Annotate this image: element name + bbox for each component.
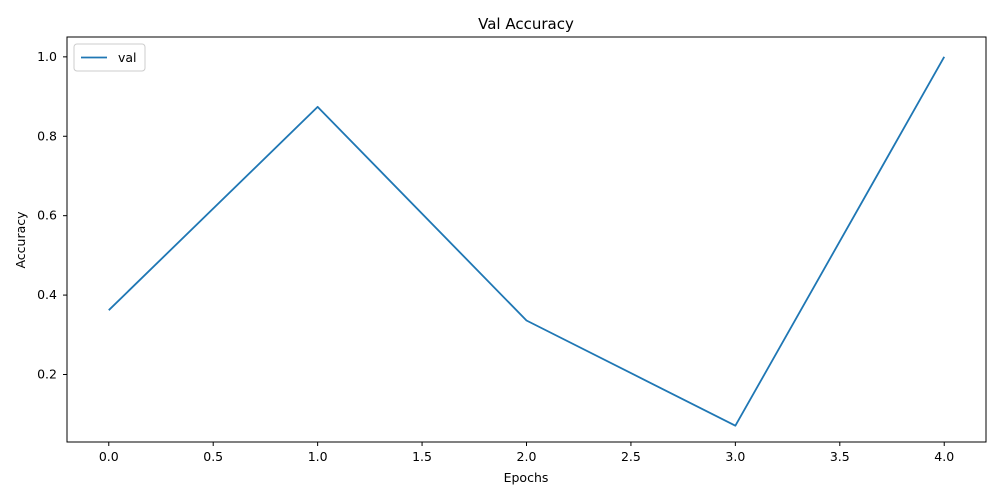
y-axis-title: Accuracy — [13, 211, 28, 269]
y-tick-label: 1.0 — [37, 49, 57, 64]
x-tick-label: 2.5 — [621, 449, 641, 464]
x-tick-label: 3.0 — [725, 449, 745, 464]
y-tick-label: 0.6 — [37, 208, 57, 223]
x-axis-title: Epochs — [504, 470, 549, 485]
y-tick-label: 0.2 — [37, 367, 57, 382]
series-line-val — [108, 56, 946, 427]
y-tick-label: 0.8 — [37, 128, 57, 143]
chart-title: Val Accuracy — [478, 15, 574, 33]
x-tick-label: 0.0 — [99, 449, 119, 464]
y-tick-label: 0.4 — [37, 287, 57, 302]
plot-area-frame — [66, 36, 987, 443]
legend: val — [73, 43, 146, 72]
x-axis-ticks: 0.0 0.5 1.0 1.5 2.0 2.5 3.0 3.5 4.0 — [99, 442, 954, 464]
legend-box — [73, 43, 146, 72]
x-tick-label: 1.0 — [308, 449, 328, 464]
x-tick-label: 1.5 — [412, 449, 432, 464]
series-layer — [108, 56, 946, 427]
x-tick-label: 0.5 — [203, 449, 223, 464]
x-tick-label: 4.0 — [934, 449, 954, 464]
x-tick-label: 2.0 — [517, 449, 537, 464]
legend-label-val: val — [118, 50, 137, 65]
y-axis-ticks: 0.2 0.4 0.6 0.8 1.0 — [37, 49, 67, 382]
x-tick-label: 3.5 — [830, 449, 850, 464]
